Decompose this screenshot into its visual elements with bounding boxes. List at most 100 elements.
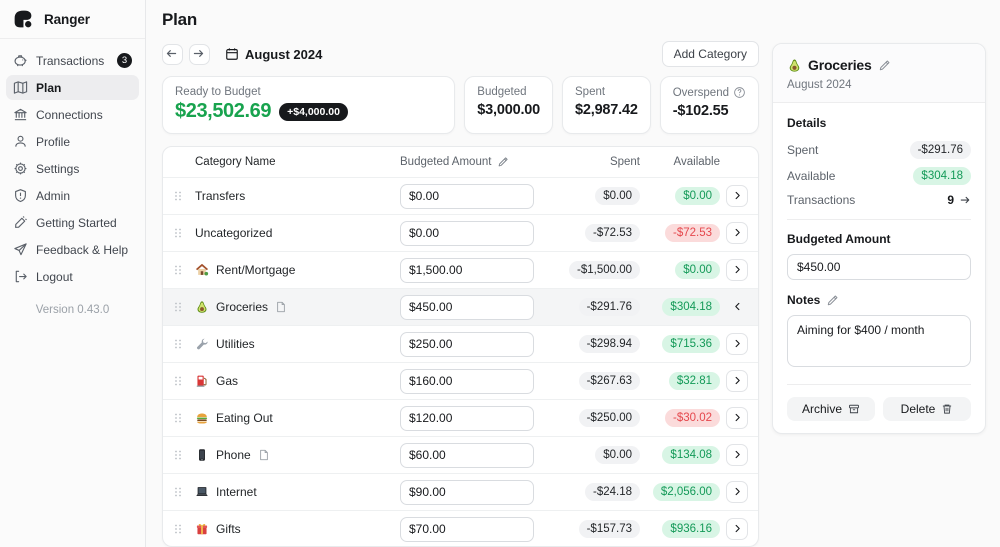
- spent-amount: -$250.00: [578, 409, 640, 427]
- budgeted-amount-input[interactable]: [400, 331, 534, 357]
- main-area: Plan August 2024 Add Category: [146, 0, 1000, 547]
- drag-handle-icon[interactable]: [171, 263, 195, 277]
- table-row[interactable]: Utilities -$298.94 $715.36: [163, 325, 758, 362]
- page-title: Plan: [162, 10, 198, 29]
- archive-button[interactable]: Archive: [787, 397, 875, 421]
- month-selector[interactable]: August 2024: [225, 47, 322, 62]
- table-row[interactable]: Uncategorized -$72.53 -$72.53: [163, 214, 758, 251]
- category-name: Transfers: [195, 189, 246, 203]
- row-expand-button[interactable]: [726, 185, 748, 207]
- summary-cards: Ready to Budget $23,502.69 +$4,000.00 Bu…: [162, 76, 759, 134]
- sidebar-item-label: Plan: [36, 80, 62, 95]
- panel-subtitle: August 2024: [787, 79, 852, 91]
- table-row[interactable]: Phone $0.00 $134.08: [163, 436, 758, 473]
- help-icon[interactable]: [733, 86, 746, 99]
- details-section-label: Details: [787, 116, 827, 130]
- drag-handle-icon[interactable]: [171, 448, 195, 462]
- row-expand-button[interactable]: [726, 518, 748, 540]
- sidebar-item-getting-started[interactable]: Getting Started: [6, 210, 139, 235]
- table-row[interactable]: Internet -$24.18 $2,056.00: [163, 473, 758, 510]
- sidebar-item-feedback-help[interactable]: Feedback & Help: [6, 237, 139, 262]
- month-controls: August 2024 Add Category: [162, 41, 759, 67]
- phone-icon: [195, 448, 209, 462]
- chevron-right-icon: [732, 263, 743, 278]
- add-category-button[interactable]: Add Category: [661, 41, 759, 67]
- sidebar-item-settings[interactable]: Settings: [6, 156, 139, 181]
- sidebar-item-plan[interactable]: Plan: [6, 75, 139, 100]
- panel-available-value: $304.18: [913, 167, 971, 185]
- drag-handle-icon[interactable]: [171, 374, 195, 388]
- available-amount: $0.00: [675, 261, 720, 279]
- edit-category-name-icon[interactable]: [878, 59, 891, 72]
- spent-amount: -$157.73: [578, 520, 640, 538]
- sidebar-item-profile[interactable]: Profile: [6, 129, 139, 154]
- next-month-button[interactable]: [189, 43, 210, 65]
- budgeted-amount-input[interactable]: [400, 294, 534, 320]
- budgeted-amount-input[interactable]: [400, 479, 534, 505]
- month-label: August 2024: [245, 46, 323, 62]
- budgeted-amount-input[interactable]: [400, 183, 534, 209]
- budgeted-amount-input[interactable]: [400, 220, 534, 246]
- drag-handle-icon[interactable]: [171, 522, 195, 536]
- app-name: Ranger: [44, 11, 90, 27]
- spent-label: Spent: [575, 86, 606, 98]
- row-expand-button[interactable]: [726, 481, 748, 503]
- table-row[interactable]: Groceries -$291.76 $304.18: [163, 288, 758, 325]
- table-row[interactable]: Rent/Mortgage -$1,500.00 $0.00: [163, 251, 758, 288]
- drag-handle-icon[interactable]: [171, 485, 195, 499]
- budgeted-amount-input[interactable]: [400, 368, 534, 394]
- delete-button[interactable]: Delete: [883, 397, 971, 421]
- sidebar-item-label: Transactions: [36, 53, 105, 68]
- row-expand-button[interactable]: [726, 333, 748, 355]
- chevron-right-icon: [732, 522, 743, 537]
- sidebar-item-logout[interactable]: Logout: [6, 264, 139, 289]
- gift-icon: [195, 522, 209, 536]
- category-name: Uncategorized: [195, 226, 273, 240]
- row-expand-button[interactable]: [726, 222, 748, 244]
- budgeted-amount-input[interactable]: [400, 442, 534, 468]
- paper-plane-icon: [13, 242, 28, 257]
- table-body: Transfers $0.00 $0.00 Uncategorized -$72…: [163, 177, 758, 546]
- sidebar-item-transactions[interactable]: Transactions 3: [6, 48, 139, 73]
- budgeted-amount-input[interactable]: [400, 257, 534, 283]
- budgeted-card: Budgeted $3,000.00: [464, 76, 554, 134]
- row-expand-button[interactable]: [726, 370, 748, 392]
- drag-handle-icon[interactable]: [171, 337, 195, 351]
- budgeted-amount-input[interactable]: [400, 516, 534, 542]
- sidebar-item-label: Connections: [36, 107, 103, 122]
- row-collapse-button[interactable]: [726, 296, 748, 318]
- table-row[interactable]: Eating Out -$250.00 -$30.02: [163, 399, 758, 436]
- table-row[interactable]: Gifts -$157.73 $936.16: [163, 510, 758, 546]
- sidebar-item-connections[interactable]: Connections: [6, 102, 139, 127]
- arrow-right-icon: [959, 194, 971, 206]
- drag-handle-icon[interactable]: [171, 300, 195, 314]
- panel-budgeted-amount-input[interactable]: [787, 254, 971, 280]
- spent-amount: $0.00: [595, 446, 640, 464]
- available-amount: $304.18: [662, 298, 720, 316]
- panel-spent-value: -$291.76: [909, 141, 971, 159]
- spent-amount: -$298.94: [578, 335, 640, 353]
- income-pill[interactable]: +$4,000.00: [279, 102, 348, 121]
- previous-month-button[interactable]: [162, 43, 183, 65]
- header-category-name: Category Name: [195, 156, 276, 168]
- table-row[interactable]: Transfers $0.00 $0.00: [163, 177, 758, 214]
- category-name: Rent/Mortgage: [216, 263, 296, 277]
- panel-transactions-link[interactable]: 9: [947, 193, 971, 207]
- sidebar-item-admin[interactable]: Admin: [6, 183, 139, 208]
- drag-handle-icon[interactable]: [171, 226, 195, 240]
- budgeted-amount-input[interactable]: [400, 405, 534, 431]
- drag-handle-icon[interactable]: [171, 189, 195, 203]
- version-label: Version 0.43.0: [35, 304, 110, 316]
- table-row[interactable]: Gas -$267.63 $32.81: [163, 362, 758, 399]
- edit-notes-icon[interactable]: [826, 294, 839, 307]
- header-spent: Spent: [609, 156, 640, 168]
- notes-textarea[interactable]: Aiming for $400 / month: [787, 315, 971, 367]
- edit-budgets-icon[interactable]: [497, 156, 509, 168]
- avocado-icon: [787, 58, 802, 73]
- row-expand-button[interactable]: [726, 444, 748, 466]
- logout-icon: [13, 269, 28, 284]
- row-expand-button[interactable]: [726, 407, 748, 429]
- row-expand-button[interactable]: [726, 259, 748, 281]
- drag-handle-icon[interactable]: [171, 411, 195, 425]
